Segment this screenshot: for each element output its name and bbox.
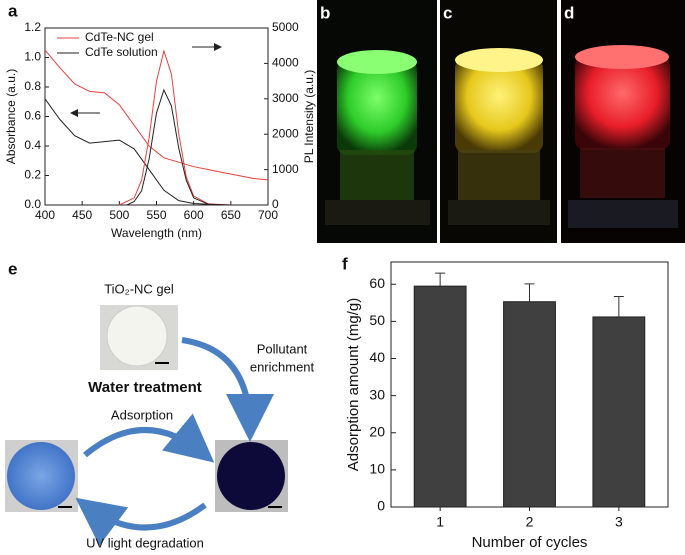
panel-label: a — [8, 1, 18, 20]
arrow-label: UV light degradation — [86, 535, 204, 550]
error-bar — [435, 272, 446, 287]
x-tick-label: 650 — [221, 208, 241, 222]
y-tick-label: 10 — [369, 461, 385, 477]
error-bar — [524, 283, 535, 302]
y-tick-label: 40 — [369, 349, 385, 365]
panel-label: e — [8, 259, 17, 278]
y2-tick-label: 3000 — [272, 91, 299, 105]
panel-label: b — [320, 3, 330, 22]
y-tick-label: 60 — [369, 275, 385, 291]
y-tick-label: 0.4 — [24, 138, 41, 152]
x-tick-label: 500 — [109, 208, 129, 222]
series-line — [126, 88, 231, 206]
y2-axis-title: PL Intensity (a.u.) — [302, 70, 316, 164]
photo-c — [440, 0, 557, 243]
y-tick-label: 0.6 — [24, 109, 41, 123]
gel-label: TiO₂-NC gel — [104, 281, 174, 296]
y2-tick-label: 0 — [272, 197, 279, 211]
arrow — [75, 497, 207, 546]
x-axis-title: Number of cycles — [472, 534, 588, 551]
bar — [503, 301, 556, 508]
photo-d — [561, 0, 685, 243]
y-tick-label: 0.0 — [24, 197, 41, 211]
x-tick-label: 1 — [436, 514, 444, 530]
y-tick-label: 20 — [369, 423, 385, 439]
x-tick-label: 450 — [72, 208, 92, 222]
x-axis-title: Wavelength (nm) — [111, 226, 202, 240]
y2-tick-label: 4000 — [272, 56, 299, 70]
y-axis-title: Absorbance (a.u.) — [4, 69, 18, 164]
x-tick-label: 600 — [184, 208, 204, 222]
panel-label: c — [443, 3, 452, 22]
center-title: Water treatment — [88, 379, 202, 396]
arrow — [83, 413, 215, 463]
bar — [592, 316, 646, 508]
x-tick-label: 2 — [526, 514, 534, 530]
panel-label: f — [342, 254, 348, 273]
right-label: enrichment — [250, 359, 315, 374]
y-tick-label: 30 — [369, 386, 385, 402]
y-tick-label: 0 — [377, 498, 385, 514]
series-line — [44, 98, 268, 206]
right-label: Pollutant — [257, 341, 308, 356]
y-tick-label: 1.0 — [24, 50, 41, 64]
photo-b — [317, 0, 437, 243]
panel-label: d — [564, 3, 574, 22]
series-line — [119, 49, 231, 206]
error-bar — [613, 296, 624, 317]
y2-tick-label: 5000 — [272, 20, 299, 34]
bar — [413, 285, 467, 508]
y-tick-label: 0.8 — [24, 79, 41, 93]
y-tick-label: 0.2 — [24, 168, 41, 182]
x-tick-label: 3 — [615, 514, 623, 530]
series-line — [44, 49, 269, 181]
arrow — [181, 337, 274, 442]
y-axis-title: Adsorption amount (mg/g) — [345, 298, 362, 471]
y2-tick-label: 2000 — [272, 126, 299, 140]
arrow-label: Adsorption — [111, 407, 173, 422]
x-tick-label: 550 — [146, 208, 166, 222]
y-tick-label: 50 — [369, 312, 385, 328]
y-tick-label: 1.2 — [24, 20, 41, 34]
y2-tick-label: 1000 — [272, 162, 299, 176]
legend-label: CdTe solution — [85, 45, 158, 59]
x-tick-label: 400 — [35, 208, 55, 222]
x-tick-label: 700 — [258, 208, 278, 222]
diagram: TiO₂-NC gel Pollutant enrichment Water t… — [5, 281, 315, 550]
legend-label: CdTe-NC gel — [85, 30, 154, 44]
